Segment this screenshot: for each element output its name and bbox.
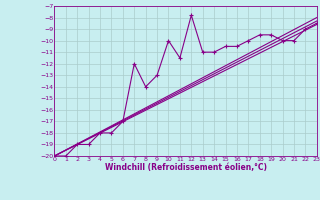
X-axis label: Windchill (Refroidissement éolien,°C): Windchill (Refroidissement éolien,°C) <box>105 163 267 172</box>
